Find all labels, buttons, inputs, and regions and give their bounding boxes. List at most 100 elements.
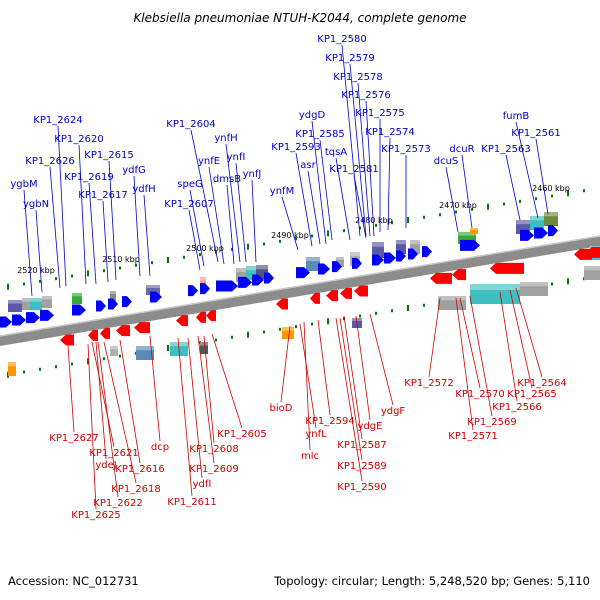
feature-block-shine: [470, 228, 478, 230]
feature-block-shine: [516, 220, 530, 225]
gene-label-KP1_2580: KP1_2580: [317, 34, 366, 45]
gene-label-KP1_2565: KP1_2565: [507, 389, 556, 400]
leader-line-KP1_2574: [387, 137, 391, 231]
tick-lower: [295, 325, 297, 329]
leader-line-KP1_2620: [78, 144, 87, 285]
reverse-gene-arrow: [60, 334, 74, 346]
forward-gene-arrow: [122, 296, 132, 308]
tick-lower: [119, 354, 121, 358]
scale-label-2460: 2460 kbp: [532, 184, 570, 193]
feature-block-shine: [8, 300, 22, 304]
gene-label-ynfE: ynfE: [198, 156, 220, 167]
leader-line-KP1_2617: [102, 200, 109, 283]
leader-line-KP1_2581: [353, 174, 367, 239]
genome-backbone-highlight: [0, 235, 600, 337]
forward-gene-arrow: [40, 309, 54, 321]
forward-gene-arrow: [12, 314, 26, 326]
tick-upper: [583, 189, 585, 193]
leader-line-ydfG: [133, 175, 141, 277]
gene-label-KP1_2570: KP1_2570: [455, 389, 504, 400]
leader-line-ygbM: [23, 189, 33, 297]
gene-label-KP1_2573: KP1_2573: [381, 144, 430, 155]
tick-upper: [39, 279, 41, 283]
leader-line-KP1_2589: [339, 317, 363, 461]
tick-upper: [135, 263, 137, 267]
reverse-gene-arrow: [326, 290, 338, 302]
leader-line-KP1_2605: [211, 333, 243, 429]
feature-block-shine: [306, 257, 320, 262]
feature-block-shine: [530, 216, 544, 221]
forward-gene-arrow: [72, 304, 86, 316]
map-title: Klebsiella pneumoniae NTUH-K2044, comple…: [133, 11, 466, 25]
forward-gene-arrow: [0, 316, 12, 328]
leader-line-KP1_2621: [91, 341, 115, 448]
forward-gene-arrow: [534, 227, 548, 239]
feature-block-shine: [200, 342, 208, 346]
feature-block-shine: [336, 257, 344, 260]
forward-gene-arrow: [318, 263, 330, 275]
leader-line-ynfI: [235, 162, 247, 263]
feature-block: [520, 282, 548, 296]
leader-line-KP1_2571: [455, 297, 474, 431]
tick-upper: [247, 243, 249, 250]
gene-label-KP1_2571: KP1_2571: [448, 431, 497, 442]
gene-label-ydgE: ydgE: [358, 421, 383, 432]
gene-label-KP1_2581: KP1_2581: [329, 164, 378, 175]
genome-backbone: [0, 236, 600, 346]
feature-block: [410, 240, 420, 254]
forward-gene-arrow: [408, 248, 418, 260]
reverse-gene-arrow: [354, 285, 368, 297]
feature-block: [282, 327, 294, 339]
leader-line-KP1_2563: [505, 154, 521, 221]
leader-line-ynfH: [225, 143, 241, 263]
feature-block: [396, 240, 406, 254]
gene-label-KP1_2594: KP1_2594: [305, 416, 354, 427]
gene-label-KP1_2625: KP1_2625: [71, 510, 120, 521]
scale-label-layer: 2460 kbp 2470 kbp 2480 kbp 2490 kbp 2500 kbp…: [17, 184, 570, 275]
leader-line-KP1_2593: [295, 152, 313, 247]
reverse-gene-arrow: [310, 292, 320, 304]
tick-lower: [263, 330, 265, 334]
reverse-gene-arrow: [100, 327, 110, 339]
gene-label-ynfH: ynfH: [214, 133, 237, 144]
tick-lower: [23, 370, 25, 374]
tick-upper: [375, 223, 377, 227]
gene-label-KP1_2589: KP1_2589: [337, 461, 386, 472]
feature-block: [470, 284, 520, 304]
tick-lower: [279, 327, 281, 331]
leader-line-KP1_2609: [197, 335, 215, 464]
tick-lower: [391, 309, 393, 313]
gene-label-KP1_2616: KP1_2616: [115, 464, 164, 475]
reverse-gene-arrow: [490, 262, 524, 274]
leader-line-layer: [23, 44, 549, 510]
feature-block-shine: [146, 285, 160, 288]
tick-upper: [263, 242, 265, 246]
tick-upper: [119, 266, 121, 270]
forward-gene-arrow: [332, 261, 342, 273]
tick-lower: [215, 338, 217, 342]
scale-label-2500: 2500 kbp: [186, 244, 224, 253]
leader-line-dcuS: [445, 166, 459, 233]
accession-text: Accession: NC_012731: [8, 574, 139, 588]
leader-line-KP1_2627: [67, 345, 75, 433]
gene-label-KP1_2617: KP1_2617: [78, 190, 127, 201]
feature-block-shine: [110, 346, 118, 349]
gene-label-ynfJ: ynfJ: [243, 169, 262, 180]
feature-block: [530, 216, 544, 230]
gene-label-KP1_2611: KP1_2611: [167, 497, 216, 508]
gene-label-ydgF: ydgF: [381, 406, 406, 417]
feature-block: [72, 293, 82, 304]
gene-label-KP1_2561: KP1_2561: [511, 128, 560, 139]
gene-label-KP1_2574: KP1_2574: [365, 127, 414, 138]
leader-line-ygbN: [35, 209, 43, 293]
feature-block-shine: [30, 298, 42, 302]
summary-text: Topology: circular; Length: 5,248,520 bp…: [273, 574, 590, 588]
scale-label-2470: 2470 kbp: [439, 201, 477, 210]
tick-upper: [567, 190, 569, 197]
gene-label-ydfH: ydfH: [132, 184, 155, 195]
gene-label-layer: KP1_2580 KP1_2579 KP1_2578 KP1_2576 KP1_2575…: [10, 34, 566, 521]
feature-block: [544, 212, 558, 226]
tick-upper: [327, 230, 329, 237]
forward-gene-arrow: [352, 257, 362, 269]
tick-upper: [55, 277, 57, 281]
